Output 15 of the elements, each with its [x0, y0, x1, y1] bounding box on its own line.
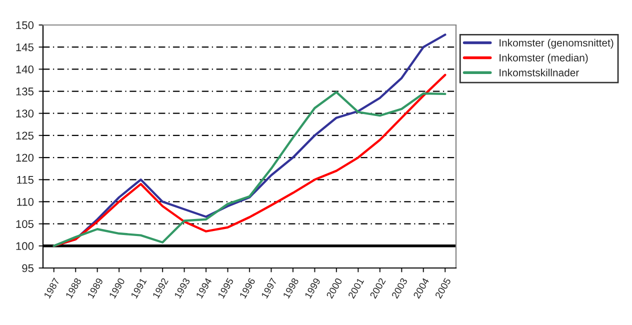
y-tick-label: 145 [16, 43, 34, 52]
legend-label: Inkomster (median) [500, 54, 588, 64]
y-tick-label: 135 [16, 88, 34, 96]
y-tick-label: 120 [16, 154, 34, 162]
y-tick-label: 100 [16, 242, 34, 250]
legend-label: Inkomstskillnader [500, 68, 579, 76]
y-tick-label: 125 [16, 132, 34, 140]
y-tick-label: 130 [16, 110, 34, 118]
y-tick-label: 105 [16, 220, 34, 228]
y-tick-label: 95 [22, 264, 34, 272]
y-tick-label: 115 [17, 176, 34, 184]
y-tick-label: 140 [16, 65, 34, 74]
legend-label: Inkomster (genomsnittet) [500, 38, 614, 49]
y-tick-label: 110 [17, 198, 34, 206]
y-tick-label: 150 [16, 21, 34, 30]
